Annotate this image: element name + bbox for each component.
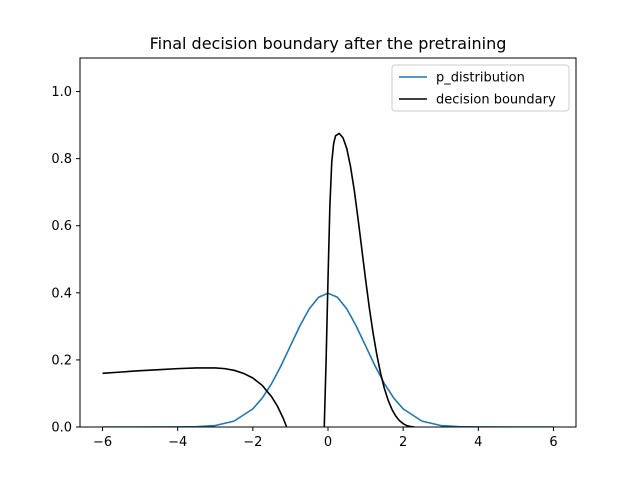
x-tick-label: −4 (168, 435, 187, 450)
legend: p_distribution decision boundary (391, 64, 570, 112)
y-tick-label: 0.0 (51, 421, 72, 436)
chart-title: Final decision boundary after the pretra… (150, 34, 507, 53)
x-tick-label: 0 (324, 435, 332, 450)
series-line-decision-boundary-segment-2 (323, 132, 415, 427)
y-tick-label: 0.2 (51, 353, 72, 368)
y-tick-label: 1.0 (51, 85, 72, 100)
legend-label: p_distribution (436, 71, 525, 86)
x-tick-label: 4 (474, 435, 482, 450)
y-tick-label: 0.8 (51, 152, 72, 167)
plot-area: −6 −4 −2 0 2 4 6 0.0 0.2 0.4 0.6 0.8 1.0 (51, 57, 577, 450)
legend-label: decision boundary (436, 93, 556, 108)
x-tick-label: 6 (549, 435, 557, 450)
series-line-decision-boundary-segment-1 (102, 367, 288, 427)
x-tick-label: 2 (399, 435, 407, 450)
x-tick-label: −2 (243, 435, 262, 450)
x-tick-label: −6 (93, 435, 112, 450)
y-tick-label: 0.6 (51, 219, 72, 234)
y-tick-label: 0.4 (51, 286, 72, 301)
legend-box (391, 64, 570, 112)
